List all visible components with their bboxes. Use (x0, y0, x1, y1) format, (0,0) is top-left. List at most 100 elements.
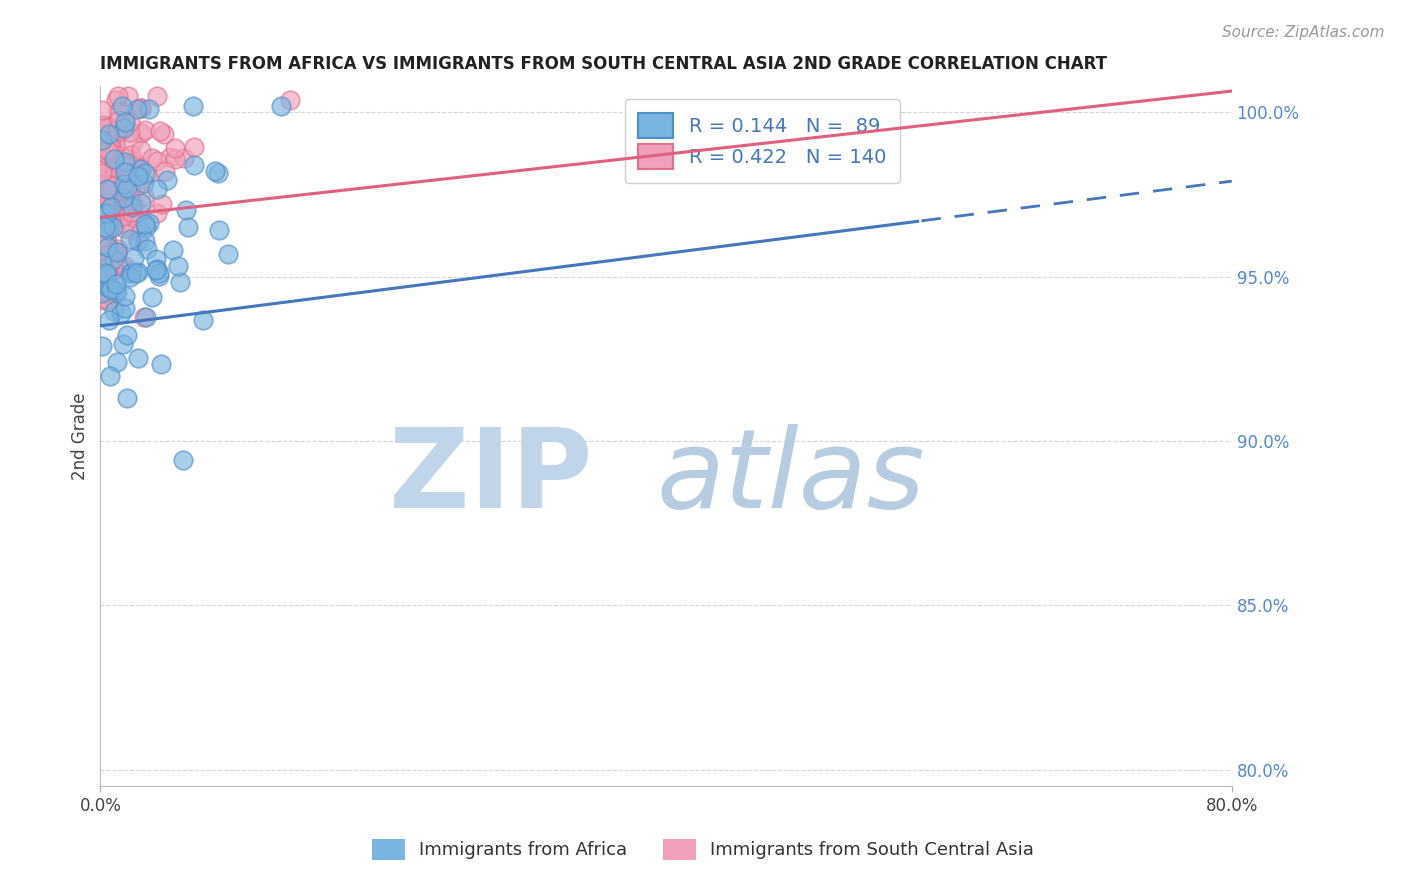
Point (115, 327, 138, 342)
Point (107, 125, 129, 139)
Point (141, 290, 163, 304)
Text: IMMIGRANTS FROM AFRICA VS IMMIGRANTS FROM SOUTH CENTRAL ASIA 2ND GRADE CORRELATI: IMMIGRANTS FROM AFRICA VS IMMIGRANTS FRO… (100, 55, 1108, 73)
Point (121, 222, 143, 236)
Point (146, 206, 169, 220)
Point (97, 259, 120, 273)
Point (129, 161, 152, 176)
Point (91, 230, 114, 244)
Point (114, 165, 136, 179)
Point (98, 168, 121, 182)
Point (114, 154, 136, 169)
Point (93, 281, 115, 295)
Point (94, 191, 117, 205)
Point (183, 158, 205, 172)
Point (114, 218, 136, 232)
Point (104, 277, 127, 292)
Point (207, 223, 229, 237)
Point (117, 152, 139, 166)
Point (191, 313, 214, 327)
Point (103, 262, 125, 277)
Point (98, 313, 121, 327)
Point (159, 150, 181, 164)
Point (108, 112, 131, 127)
Point (121, 265, 143, 279)
Point (96, 177, 118, 191)
Point (117, 199, 139, 213)
Point (97, 183, 120, 197)
Point (93, 293, 115, 307)
Point (105, 207, 128, 221)
Point (97, 138, 120, 153)
Point (125, 266, 148, 280)
Point (98, 121, 121, 136)
Point (90, 261, 112, 276)
Point (105, 246, 128, 260)
Point (90, 292, 112, 306)
Point (108, 155, 131, 169)
Point (97, 240, 120, 254)
Point (91, 120, 114, 134)
Point (149, 357, 172, 371)
Point (97, 240, 120, 254)
Point (96, 235, 118, 249)
Point (96, 200, 118, 214)
Point (97, 128, 120, 143)
Text: atlas: atlas (657, 425, 925, 532)
Point (129, 127, 152, 141)
Point (96, 247, 118, 261)
Point (100, 138, 122, 153)
Point (100, 146, 122, 161)
Point (111, 98, 134, 112)
Point (138, 102, 160, 116)
Point (94, 201, 117, 215)
Point (107, 242, 129, 256)
Point (101, 186, 124, 201)
Point (111, 209, 134, 223)
Point (146, 88, 169, 103)
Point (114, 114, 136, 128)
Point (101, 169, 124, 183)
Point (90, 103, 112, 118)
Point (145, 263, 167, 277)
Point (278, 93, 301, 107)
Point (90, 209, 112, 223)
Point (146, 261, 169, 276)
Point (118, 125, 141, 139)
Point (91, 237, 114, 252)
Point (98, 198, 121, 212)
Point (111, 191, 134, 205)
Point (145, 252, 167, 266)
Point (90, 166, 112, 180)
Point (103, 304, 125, 318)
Point (134, 123, 156, 137)
Point (118, 266, 141, 280)
Point (100, 214, 122, 228)
Point (91, 256, 114, 270)
Point (112, 158, 135, 172)
Point (100, 281, 122, 295)
Point (145, 153, 167, 168)
Point (97, 293, 120, 307)
Point (107, 88, 129, 103)
Point (217, 247, 239, 261)
Point (98, 246, 121, 260)
Point (98, 368, 121, 383)
Point (94, 261, 117, 276)
Point (127, 169, 149, 183)
Point (124, 211, 146, 225)
Point (114, 288, 136, 302)
Point (91, 197, 114, 211)
Point (112, 183, 135, 197)
Point (163, 141, 186, 155)
Point (100, 280, 122, 294)
Point (107, 285, 129, 299)
Point (127, 234, 149, 248)
Point (105, 156, 128, 170)
Point (134, 189, 156, 203)
Point (118, 183, 141, 197)
Point (114, 112, 136, 127)
Point (134, 217, 156, 231)
Point (131, 195, 153, 210)
Legend: R = 0.144   N =  89, R = 0.422   N = 140: R = 0.144 N = 89, R = 0.422 N = 140 (624, 99, 900, 183)
Point (91, 202, 114, 217)
